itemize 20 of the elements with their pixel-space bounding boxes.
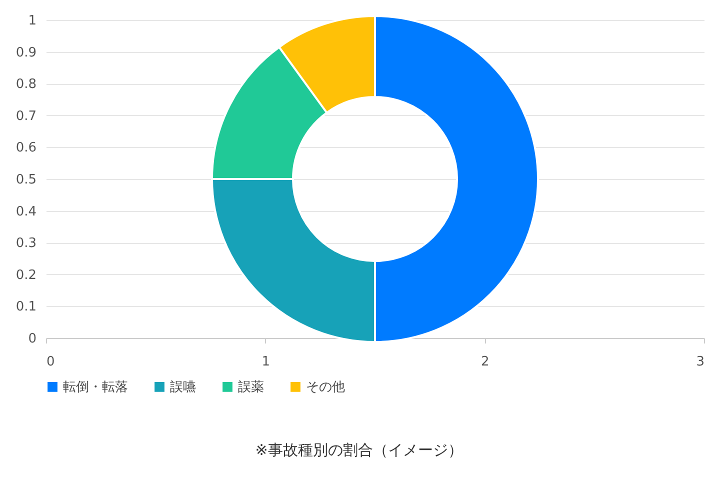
x-tick-label: 3	[696, 354, 704, 370]
y-tick-label: 1	[28, 14, 36, 28]
y-tick-label: 0	[28, 332, 36, 346]
y-tick-label: 0.6	[16, 140, 36, 156]
legend-label: 誤嚥	[170, 380, 196, 395]
y-tick-label: 0.5	[16, 172, 36, 188]
y-tick-label: 0.7	[16, 108, 36, 124]
legend-label: その他	[306, 380, 345, 395]
legend-label: 誤薬	[238, 380, 264, 395]
y-tick-label: 0.9	[16, 45, 36, 60]
y-tick-label: 0.2	[16, 268, 36, 283]
x-tick-label: 0	[46, 354, 55, 370]
y-tick-label: 0.3	[16, 236, 36, 252]
y-tick-label: 0.8	[16, 77, 36, 92]
legend-label: 転倒・転落	[63, 380, 128, 395]
y-tick-label: 0.4	[16, 204, 36, 220]
x-tick-label: 1	[262, 354, 270, 370]
y-tick-label: 0.1	[16, 300, 36, 315]
text: ※事故種別の割合（イメージ）	[254, 441, 464, 460]
x-tick-label: 2	[481, 354, 490, 370]
